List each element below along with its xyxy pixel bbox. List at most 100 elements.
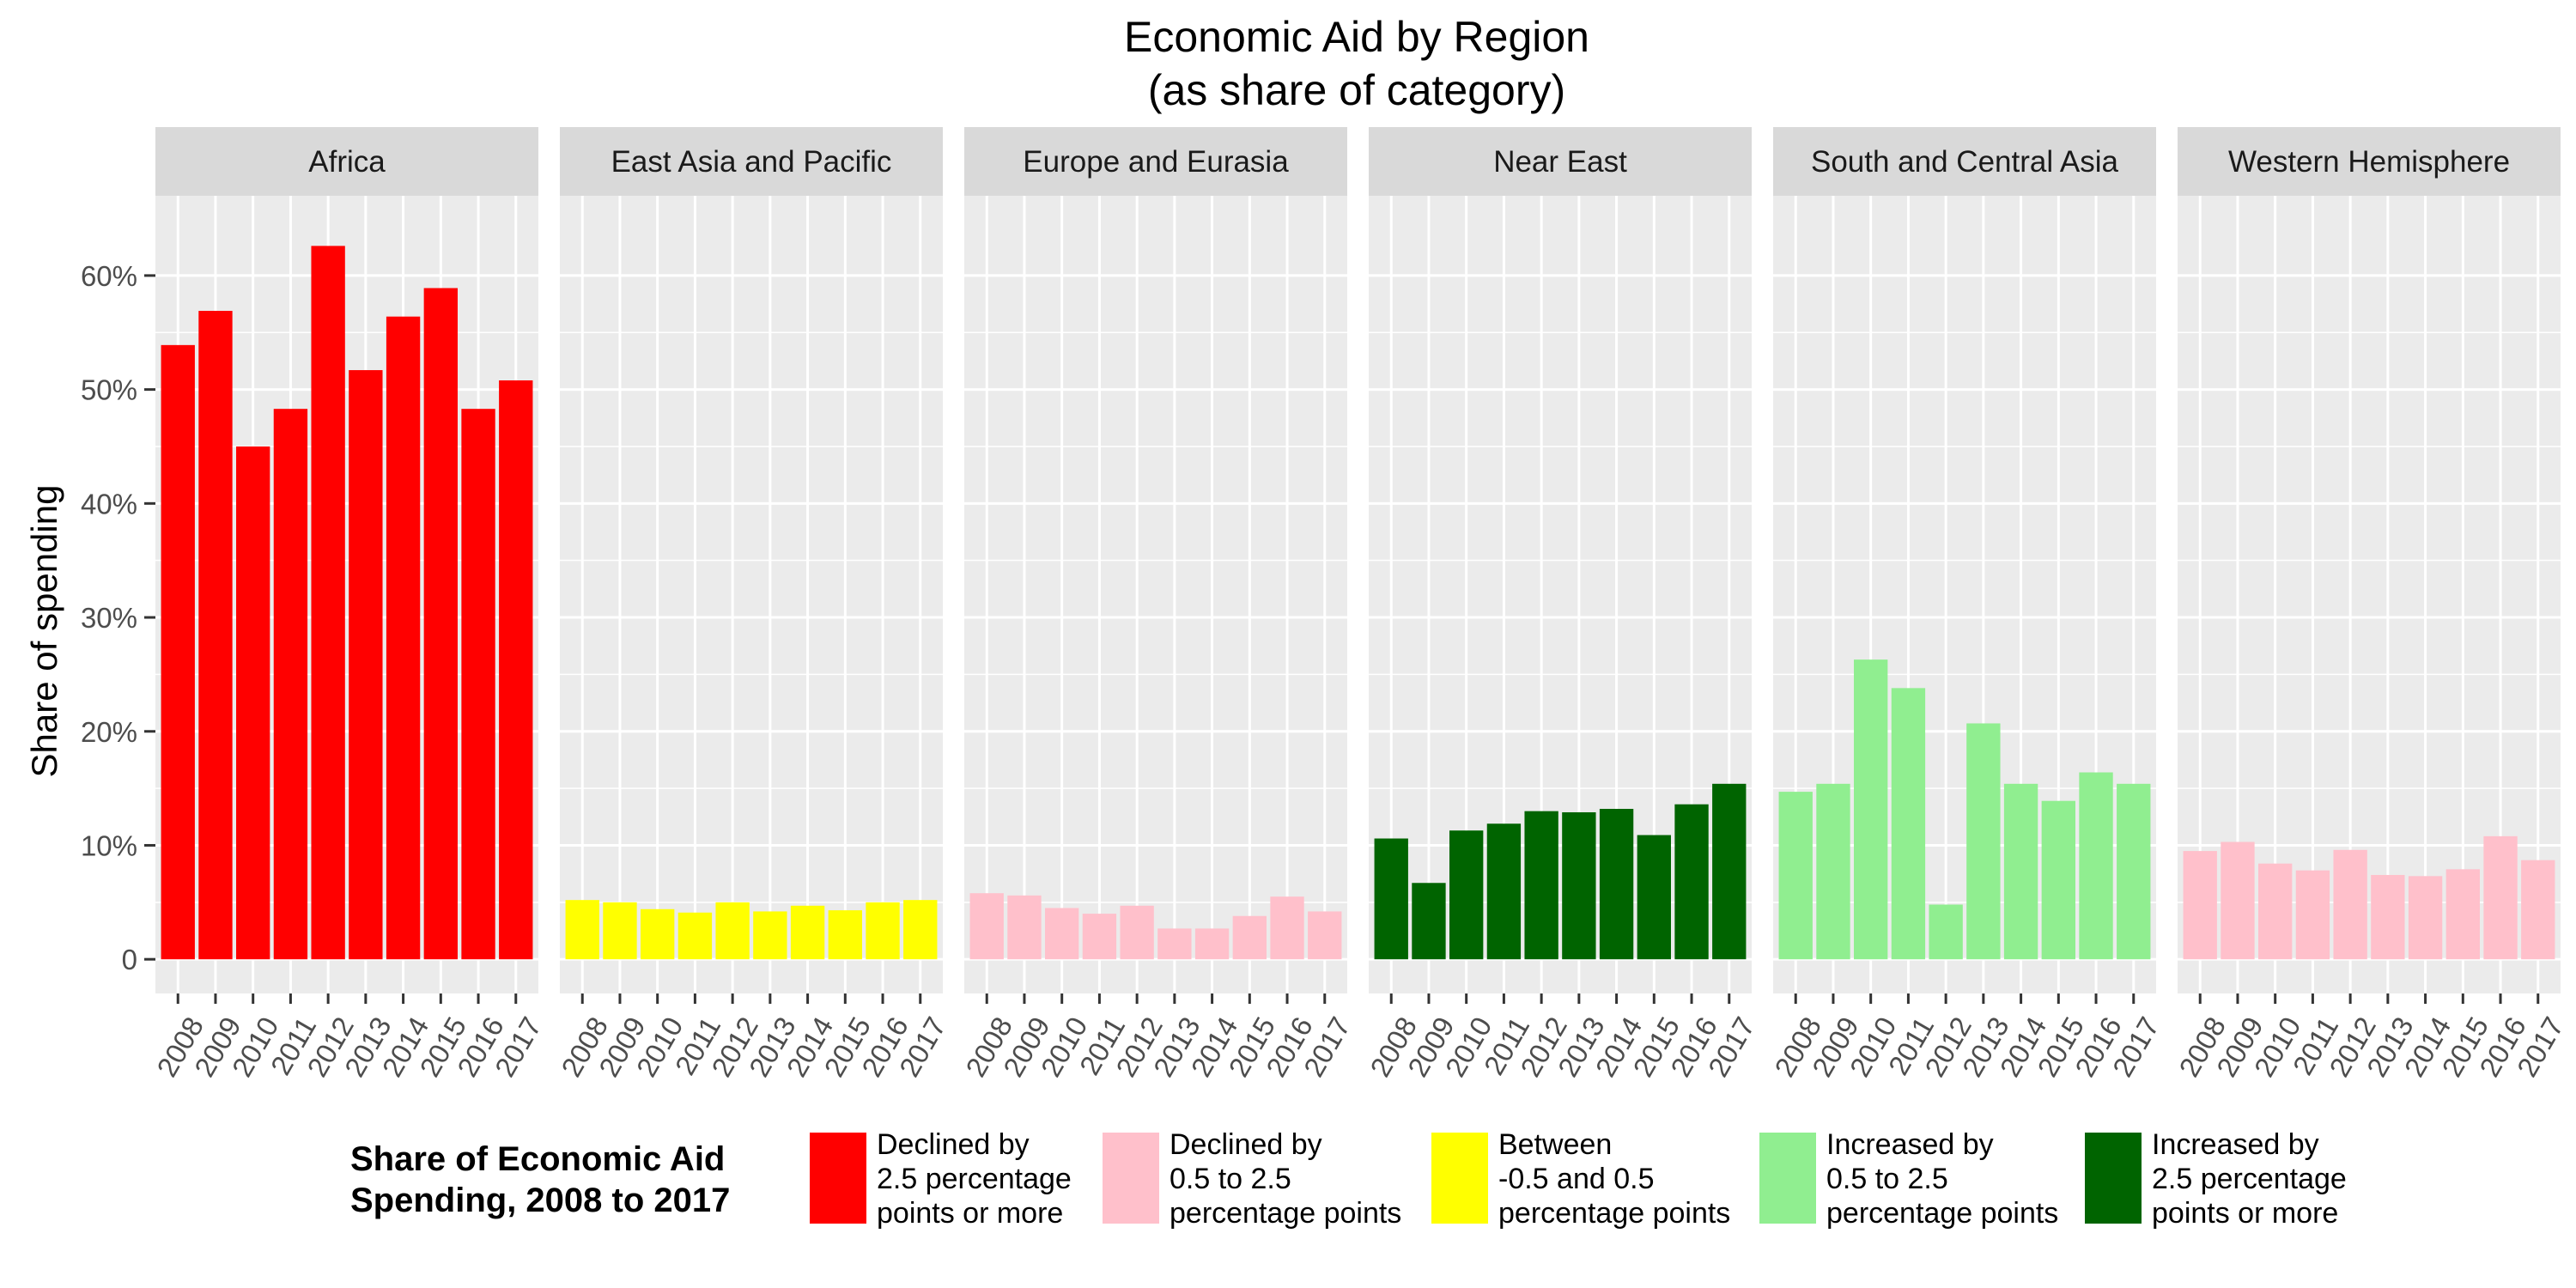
facet-panel: Near East2008200920102011201220132014201… [1364,127,1761,1082]
bar [349,370,383,960]
bar [386,316,421,960]
bar [1007,895,1042,960]
bar [828,910,862,960]
facet-panel: Africa2008200920102011201220132014201520… [150,127,548,1082]
legend-label: 2.5 percentage [2152,1163,2347,1195]
bar [2521,860,2555,960]
bar [1854,659,1888,960]
y-tick-label: 0 [122,944,137,975]
legend-swatch [2085,1133,2142,1224]
legend-label: Declined by [1170,1128,1322,1161]
facet-panels: Africa2008200920102011201220132014201520… [150,127,2570,1082]
bar [1232,915,1267,960]
bar [1270,896,1304,960]
bar [273,409,308,960]
legend-label: points or more [877,1197,1063,1230]
bar [1157,928,1192,960]
bar [866,902,900,960]
legend-label: 0.5 to 2.5 [1826,1163,1948,1195]
legend-swatch [1431,1133,1488,1224]
legend-label: 2.5 percentage [877,1163,1072,1195]
bar [790,905,825,960]
facet-strip [560,127,943,196]
bar [1374,838,1408,960]
bar [2117,783,2151,960]
bar [461,409,495,960]
legend-label: Increased by [1826,1128,1994,1161]
facet-strip-label: South and Central Asia [1811,145,2119,179]
bar [1308,911,1342,960]
legend-label: Declined by [877,1128,1030,1161]
bar [423,288,458,960]
y-tick-label: 20% [81,716,137,748]
bar [1120,905,1154,960]
bar [2003,783,2038,960]
bar [1562,811,1596,960]
bar [2079,772,2113,960]
legend-label: -0.5 and 0.5 [1498,1163,1654,1195]
legend-swatch [1103,1133,1159,1224]
bar [1929,904,1963,960]
legend-label: Increased by [2152,1128,2319,1161]
bar [1486,823,1522,960]
legend-title-line: Share of Economic Aid [350,1140,725,1178]
legend-label: percentage points [1170,1197,1401,1230]
bar [2041,800,2075,960]
bar [2333,849,2367,960]
bar [1412,883,1446,960]
legend-label: percentage points [1498,1197,1730,1230]
bar [969,893,1004,960]
chart-title: Economic Aid by Region [1124,13,1589,61]
bar [1712,783,1747,960]
bar [1045,908,1079,960]
bar [2295,870,2330,960]
facet-strip-label: Near East [1493,145,1627,179]
facet-strip [2178,127,2561,196]
facet-strip [155,127,538,196]
chart-subtitle: (as share of category) [1148,66,1565,114]
bar [715,902,750,960]
bar [641,908,675,960]
bar [1891,688,1926,960]
bar [1194,928,1230,960]
y-axis-title: Share of spending [24,485,64,778]
bar [2183,851,2217,960]
facet-strip [1773,127,2156,196]
bar [903,900,938,960]
bar [198,311,233,960]
facet-strip [1369,127,1752,196]
legend-swatch [810,1133,866,1224]
bar [161,344,195,960]
legend-swatch [1759,1133,1816,1224]
facet-strip-label: Western Hemisphere [2228,145,2510,179]
y-tick-label: 10% [81,829,137,861]
bar [2408,876,2443,960]
bar [1637,835,1671,960]
bar [1599,809,1634,960]
legend-label: percentage points [1826,1197,2058,1230]
facet-strip-label: Europe and Eurasia [1023,145,1289,179]
bar [2221,841,2255,960]
bar [499,380,533,960]
bar [1674,804,1709,960]
legend-label: Between [1498,1128,1612,1161]
facet-panel: Europe and Eurasia2008200920102011201220… [959,127,1357,1082]
facet-panel: Western Hemisphere2008200920102011201220… [2172,127,2570,1082]
bar [2483,835,2518,960]
legend-label: points or more [2152,1197,2338,1230]
bar [2445,869,2480,960]
panel-background [560,196,943,993]
y-tick-label: 40% [81,488,137,519]
bar [236,446,270,960]
facet-strip-label: East Asia and Pacific [611,145,892,179]
bar [1966,723,2001,960]
bar [311,246,345,960]
bar [1816,783,1850,960]
bar [565,900,599,960]
